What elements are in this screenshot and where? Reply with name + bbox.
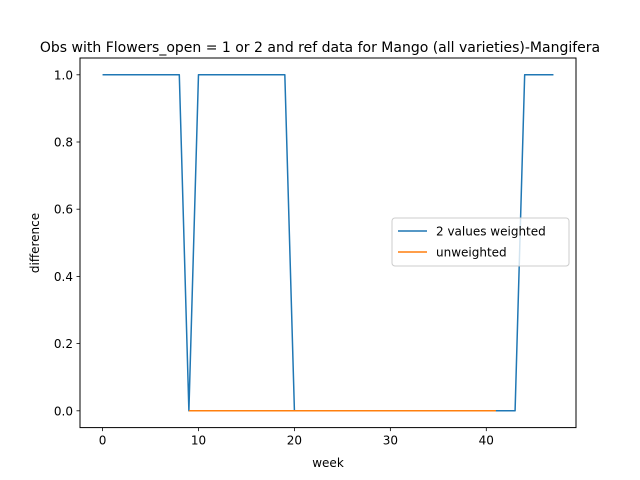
y-tick-label: 0.0: [54, 404, 73, 418]
y-tick-label: 0.6: [54, 203, 73, 217]
legend-label-unweighted: unweighted: [436, 246, 507, 260]
y-tick-label: 0.4: [54, 270, 73, 284]
y-tick-label: 1.0: [54, 68, 73, 82]
x-tick-label: 10: [191, 434, 206, 448]
x-tick-label: 0: [99, 434, 107, 448]
x-axis-ticks: 0 10 20 30 40: [99, 427, 494, 448]
y-tick-label: 0.8: [54, 136, 73, 150]
legend-label-weighted: 2 values weighted: [436, 225, 546, 239]
axes-frame: [79, 57, 577, 429]
series-line-0: [102, 74, 554, 412]
x-axis-label: week: [312, 456, 344, 470]
series-layer: [102, 74, 554, 412]
y-axis-label: difference: [28, 213, 42, 273]
legend-box: [391, 217, 570, 267]
y-axis-ticks: 0.0 0.2 0.4 0.6 0.8 1.0: [54, 68, 80, 418]
x-tick-label: 30: [383, 434, 398, 448]
x-tick-label: 40: [479, 434, 494, 448]
y-tick-label: 0.2: [54, 337, 73, 351]
plot-area: 0 10 20 30 40 0.0 0.2 0.4 0.6 0.8 1.0: [54, 57, 577, 448]
x-tick-label: 20: [287, 434, 302, 448]
chart-title: Obs with Flowers_open = 1 or 2 and ref d…: [40, 40, 600, 56]
legend: 2 values weighted unweighted: [391, 217, 570, 267]
